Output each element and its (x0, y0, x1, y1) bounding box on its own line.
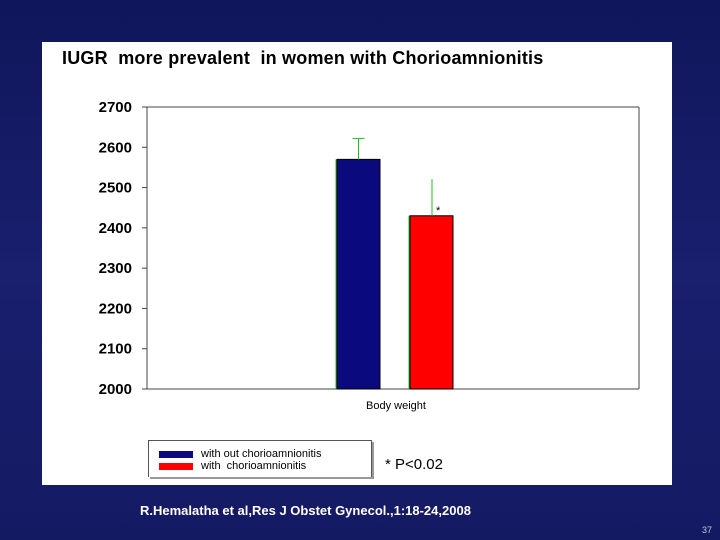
y-tick-label: 2300 (99, 260, 132, 277)
legend-swatch-red (159, 462, 193, 470)
legend-item-with: with chorioamnionitis (159, 460, 306, 472)
chart-panel: IUGR more prevalent in women with Chorio… (42, 42, 672, 485)
significance-note: * P<0.02 (385, 456, 443, 473)
legend-swatch-navy (159, 450, 193, 458)
y-tick-label: 2400 (99, 220, 132, 237)
legend-item-without: with out chorioamnionitis (159, 448, 321, 460)
legend: with out chorioamnionitis with chorioamn… (148, 440, 372, 477)
y-tick-label: 2600 (99, 139, 132, 156)
y-tick-label: 2000 (99, 381, 132, 398)
y-tick-label: 2700 (99, 99, 132, 116)
chart-title: IUGR more prevalent in women with Chorio… (62, 48, 544, 68)
y-axis-ticks: 2000 2100 2200 2300 2400 2500 2600 2700 (99, 99, 147, 398)
bar-chart: 2000 2100 2200 2300 2400 2500 2600 2700 Body we… (99, 99, 640, 412)
bar-with-chorioamnionitis (409, 215, 454, 390)
y-tick-label: 2500 (99, 180, 132, 197)
bar-series (335, 137, 454, 390)
x-category-label: Body weight (366, 400, 426, 412)
significance-asterisk: * (436, 205, 441, 217)
bar-without-chorioamnionitis (336, 158, 381, 390)
y-tick-label: 2100 (99, 341, 132, 358)
slide-number: 37 (701, 525, 712, 535)
legend-label-with: with chorioamnionitis (201, 460, 307, 472)
y-tick-label: 2200 (99, 300, 132, 317)
citation: R.Hemalatha et al,Res J Obstet Gynecol.,… (140, 503, 471, 518)
legend-label-without: with out chorioamnionitis (201, 448, 322, 460)
